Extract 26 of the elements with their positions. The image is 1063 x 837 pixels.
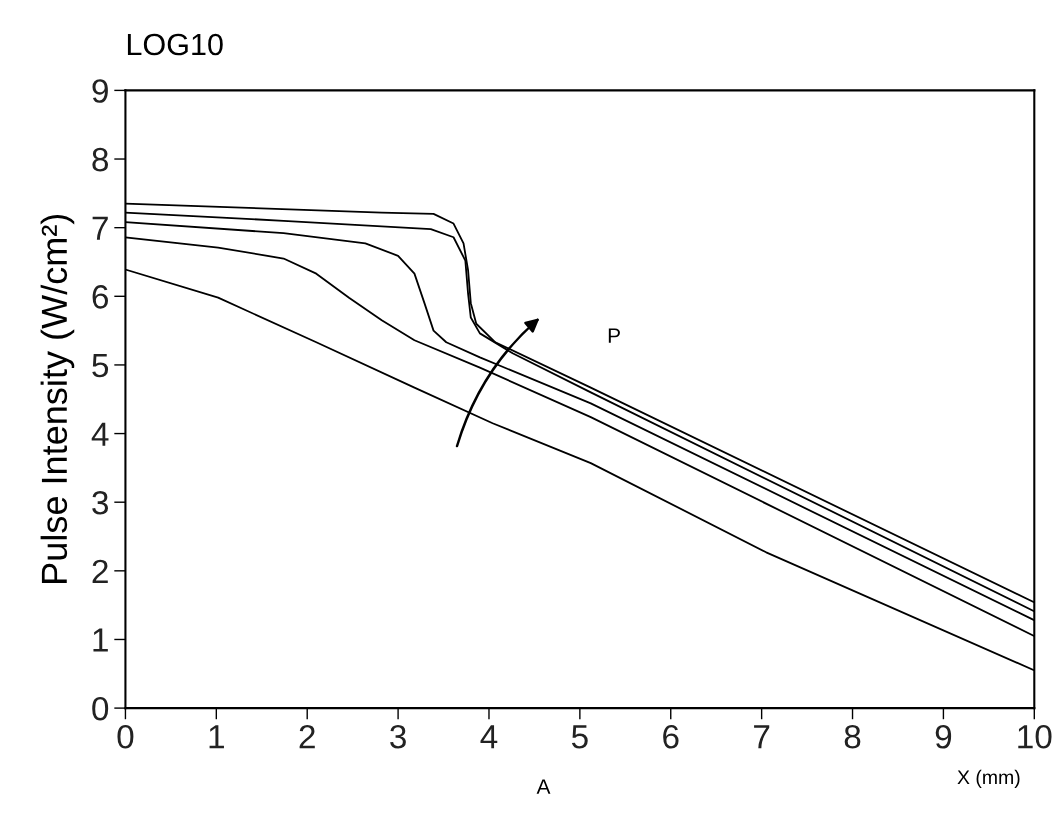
x-tick-label: 0 bbox=[117, 724, 134, 749]
y-tick-label: 3 bbox=[92, 491, 108, 515]
y-tick-label: 6 bbox=[92, 285, 108, 309]
x-tick-label: 10 bbox=[1018, 724, 1052, 749]
annotation: P bbox=[608, 328, 620, 343]
y-tick-label: 4 bbox=[91, 422, 109, 446]
y-tick-label: 1 bbox=[93, 628, 108, 652]
y-axis-title: Pulse Intensity (W/cm²) bbox=[40, 214, 75, 583]
y-tick-label: 8 bbox=[92, 147, 109, 172]
x-tick-label: 5 bbox=[571, 725, 588, 749]
y-tick-label: 9 bbox=[92, 79, 108, 103]
text: LOG10 bbox=[127, 33, 223, 56]
x-tick-label: 8 bbox=[844, 724, 861, 749]
x-tick-label: 6 bbox=[663, 724, 679, 749]
x-tick-label: 7 bbox=[754, 725, 770, 749]
x-tick-label: 2 bbox=[299, 724, 315, 749]
y-tick-label: 7 bbox=[92, 216, 108, 240]
x-tick-label: 3 bbox=[390, 724, 406, 749]
x-tick-label: 9 bbox=[935, 724, 952, 749]
y-tick-label: 0 bbox=[92, 696, 109, 721]
x-tick-label: 4 bbox=[480, 725, 498, 749]
y-tick-label: 2 bbox=[92, 559, 108, 583]
y-tick-label: 5 bbox=[92, 354, 109, 378]
text: A bbox=[536, 779, 551, 794]
x-tick-label: 1 bbox=[209, 725, 224, 749]
x-axis-title: X (mm) bbox=[957, 769, 1020, 788]
